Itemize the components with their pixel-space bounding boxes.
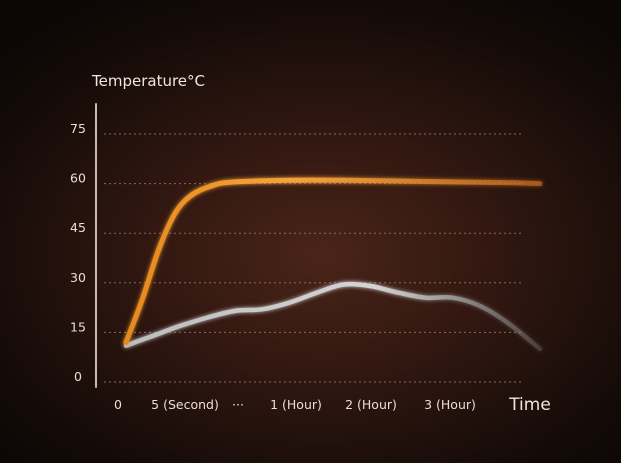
y-tick-label: 45 [70,220,86,235]
x-tick-label: 1 (Hour) [270,397,322,412]
series-lines [123,177,543,352]
x-tick-label: 0 [114,397,122,412]
ambient-temperature-line [123,281,543,352]
y-tick-label: 15 [70,319,86,334]
y-axis-title: Temperature°C [91,72,205,90]
x-tick-labels: 0 5 (Second) ··· 1 (Hour) 2 (Hour) 3 (Ho… [114,397,476,412]
y-tick-label: 0 [74,369,82,384]
x-axis-title: Time [508,395,551,415]
y-tick-label: 75 [70,121,86,136]
x-tick-label: 5 (Second) [151,397,219,412]
gridlines [104,133,524,383]
y-tick-label: 60 [70,171,86,186]
y-tick-label: 30 [70,270,86,285]
x-tick-label: ··· [232,397,244,412]
y-tick-labels: 0 15 30 45 60 75 [70,121,86,384]
x-tick-label: 3 (Hour) [424,397,476,412]
heated-temperature-line [123,177,543,345]
x-tick-label: 2 (Hour) [345,397,397,412]
